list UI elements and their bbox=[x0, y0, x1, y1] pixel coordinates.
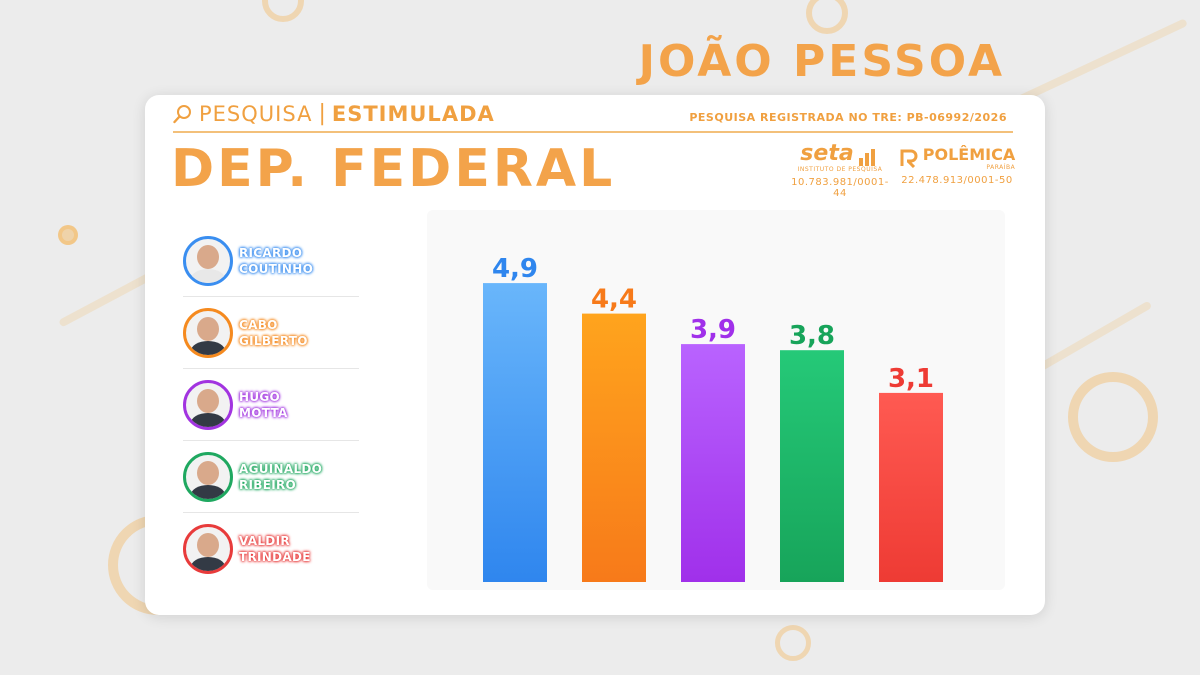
bar-1 bbox=[483, 283, 547, 582]
candidate-item: HUGO MOTTA bbox=[183, 369, 359, 441]
bar-2 bbox=[582, 313, 646, 582]
seta-logo-sub: INSTITUTO DE PESQUISA bbox=[797, 166, 883, 173]
value-label-2: 4,4 bbox=[591, 285, 637, 315]
seta-cnpj: 10.783.981/0001-44 bbox=[791, 177, 889, 199]
divider bbox=[183, 368, 359, 369]
poll-header: PESQUISA | ESTIMULADA bbox=[173, 101, 495, 126]
divider bbox=[183, 512, 359, 513]
divider bbox=[183, 440, 359, 441]
value-label-4: 3,8 bbox=[789, 321, 835, 351]
header-pesquisa: PESQUISA bbox=[199, 101, 313, 126]
bar-chart-icon bbox=[858, 149, 875, 166]
candidate-name: COUTINHO bbox=[239, 262, 314, 276]
candidate-name: VALDIR bbox=[239, 534, 290, 548]
bar-5 bbox=[879, 392, 943, 582]
avatar bbox=[183, 308, 233, 358]
value-label-5: 3,1 bbox=[888, 364, 934, 394]
candidate-name: RICARDO bbox=[239, 246, 303, 260]
city-title: JOÃO PESSOA bbox=[638, 36, 1005, 87]
avatar bbox=[183, 452, 233, 502]
value-label-3: 3,9 bbox=[690, 315, 736, 345]
candidate-name: CABO bbox=[239, 318, 278, 332]
header-estimulada: ESTIMULADA bbox=[331, 101, 495, 126]
registration-text: PESQUISA REGISTRADA NO TRE: PB-06992/202… bbox=[689, 111, 1007, 124]
candidate-item: CABO GILBERTO bbox=[183, 297, 359, 369]
header-divider bbox=[173, 131, 1013, 133]
value-label-1: 4,9 bbox=[492, 254, 538, 284]
header-separator: | bbox=[318, 101, 326, 126]
candidate-name: RIBEIRO bbox=[239, 478, 297, 492]
polemica-cnpj: 22.478.913/0001-50 bbox=[901, 175, 1013, 186]
avatar bbox=[183, 380, 233, 430]
avatar bbox=[183, 236, 233, 286]
chart-area: 4,9 4,4 3,9 3,8 3,1 bbox=[427, 210, 1005, 590]
bar-3 bbox=[681, 344, 745, 582]
search-icon bbox=[173, 104, 191, 123]
bar-chart: 4,9 4,4 3,9 3,8 3,1 bbox=[483, 254, 943, 582]
avatar bbox=[183, 524, 233, 574]
polemica-logo: POLÊMICA PARAÍBA 22.478.913/0001-50 bbox=[897, 145, 1017, 186]
candidate-name: GILBERTO bbox=[239, 334, 308, 348]
candidate-name: MOTTA bbox=[239, 406, 288, 420]
bar-4 bbox=[780, 350, 844, 582]
candidate-name: TRINDADE bbox=[239, 550, 311, 564]
candidate-name: AGUINALDO bbox=[239, 462, 323, 476]
polemica-logo-sub: PARAÍBA bbox=[986, 164, 1016, 171]
seta-logo: seta INSTITUTO DE PESQUISA 10.783.981/00… bbox=[785, 141, 895, 199]
divider bbox=[183, 296, 359, 297]
candidate-item: VALDIR TRINDADE bbox=[183, 513, 359, 585]
candidate-name: HUGO bbox=[239, 390, 281, 404]
candidate-item: RICARDO COUTINHO bbox=[183, 225, 359, 297]
candidate-item: AGUINALDO RIBEIRO bbox=[183, 441, 359, 513]
poll-card: PESQUISA | ESTIMULADA PESQUISA REGISTRAD… bbox=[145, 95, 1045, 615]
seta-logo-text: seta bbox=[800, 141, 854, 166]
polemica-icon bbox=[900, 149, 918, 168]
office-title: DEP. FEDERAL bbox=[171, 139, 616, 199]
polemica-logo-text: POLÊMICA bbox=[922, 145, 1016, 164]
